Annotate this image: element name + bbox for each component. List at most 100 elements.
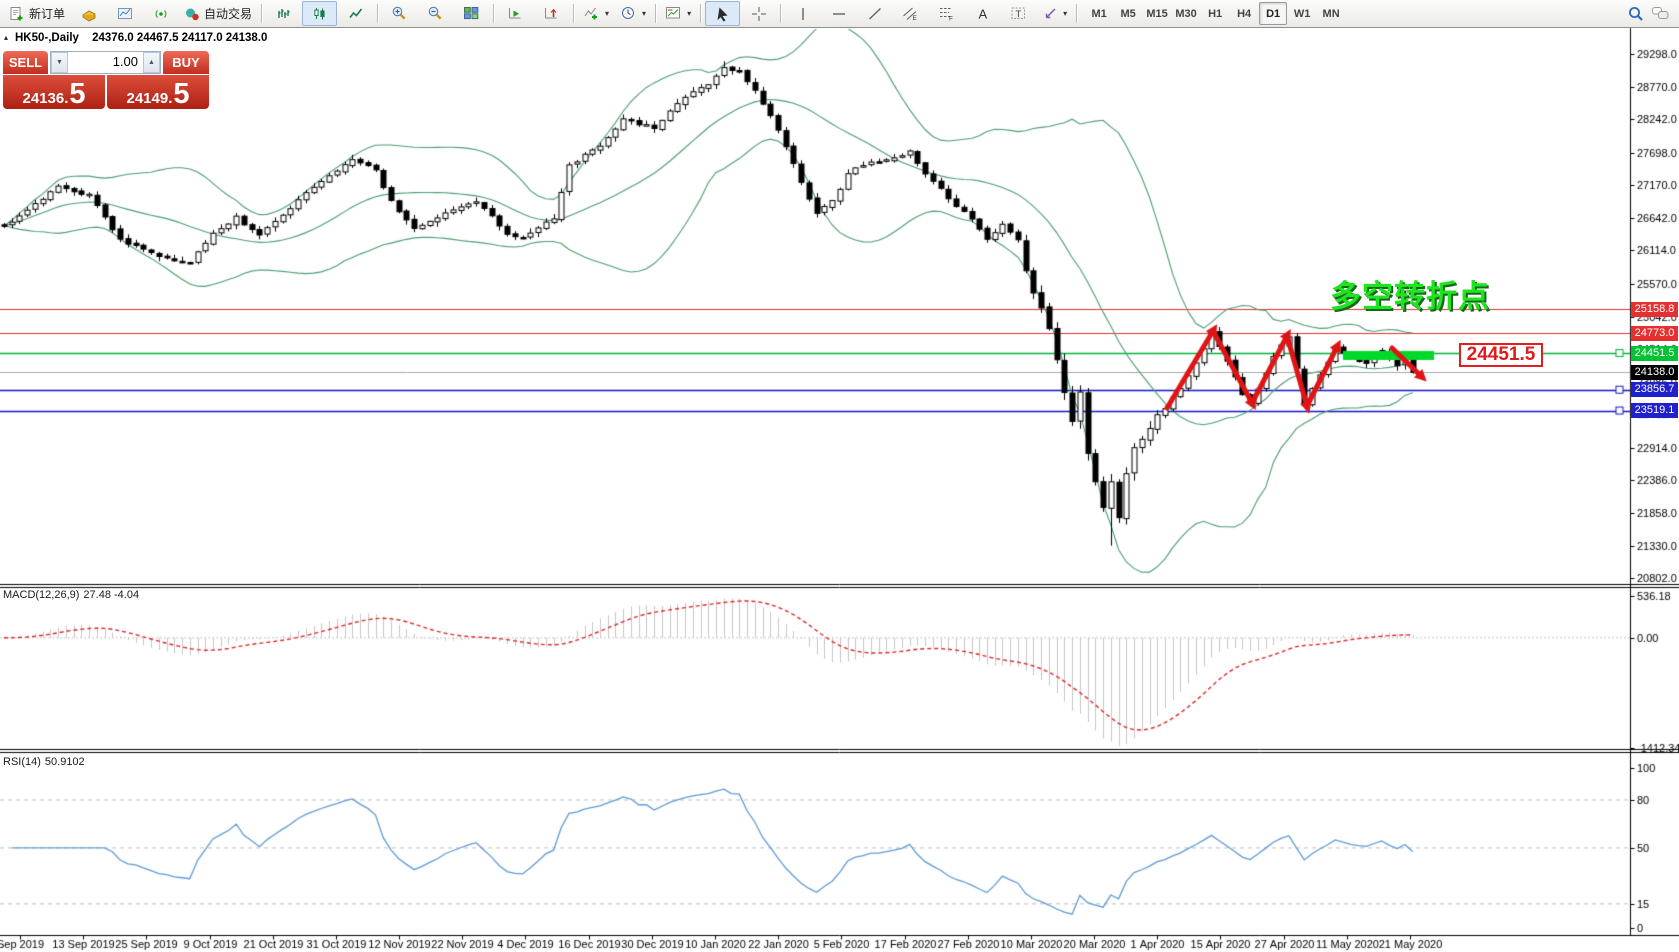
macd-current-values: 27.48 -4.04 xyxy=(83,589,140,601)
toolbar-separator xyxy=(655,4,657,23)
line-chart-mode-button[interactable] xyxy=(338,1,373,26)
timeframe-m5[interactable]: M5 xyxy=(1120,7,1136,20)
candlestick-icon xyxy=(313,7,325,19)
cursor-tool-button[interactable] xyxy=(705,1,741,26)
timeframe-mn[interactable]: MN xyxy=(1322,7,1340,20)
channel-tool-button[interactable]: E xyxy=(893,1,928,26)
new-order-icon xyxy=(10,6,23,20)
price-level-chip: 23519.1 xyxy=(1631,403,1678,419)
new-order-button[interactable]: 新订单 xyxy=(4,1,70,26)
rsi-name: RSI(14) xyxy=(3,756,41,768)
dropdown-caret-icon: ▾ xyxy=(1063,9,1068,18)
sell-price-main: 24136. xyxy=(22,90,69,107)
text-a-icon: A xyxy=(978,6,987,21)
auto-scroll-button[interactable] xyxy=(498,1,533,26)
shapes-tool-button[interactable]: ▾ xyxy=(1037,1,1072,26)
chart-shift-icon xyxy=(545,8,557,19)
chart-title: HK50-,Daily 24376.0 24467.5 24117.0 2413… xyxy=(15,32,267,44)
timeframe-m30[interactable]: M30 xyxy=(1175,7,1197,20)
price-level-chip: 24451.5 xyxy=(1631,345,1678,361)
sell-button[interactable]: SELL xyxy=(3,51,48,74)
timeframe-h1[interactable]: H1 xyxy=(1208,7,1223,20)
chat-icon[interactable] xyxy=(1651,5,1671,22)
signal-icon xyxy=(155,9,166,18)
equidistant-channel-icon: E xyxy=(903,7,918,22)
zoom-out-button[interactable] xyxy=(418,1,453,26)
toolbar-separator xyxy=(573,4,575,23)
buy-button[interactable]: BUY xyxy=(163,51,209,74)
bar-chart-icon xyxy=(277,8,290,18)
timeframe-m1[interactable]: M1 xyxy=(1091,7,1107,20)
svg-text:A: A xyxy=(978,6,987,21)
book-icon xyxy=(81,9,96,22)
zoom-in-icon xyxy=(392,6,406,20)
text-tool-button[interactable]: A xyxy=(965,1,1000,26)
toolbar-separator xyxy=(700,4,702,23)
timeframe-h4[interactable]: H4 xyxy=(1237,7,1252,20)
buy-price-main: 24149. xyxy=(126,90,173,107)
vertical-line-icon xyxy=(801,7,804,20)
timeframe-group: M1 M5 M15 M30 H1 H4 D1 W1 MN xyxy=(1085,2,1345,25)
svg-text:E: E xyxy=(913,15,918,22)
toolbar-separator xyxy=(261,4,263,23)
auto-trading-label: 自动交易 xyxy=(204,7,253,21)
rsi-current-value: 50.9102 xyxy=(44,756,85,768)
horizontal-line-tool-button[interactable] xyxy=(821,1,856,26)
buy-price-big-digit: 5 xyxy=(173,78,190,110)
line-chart-icon xyxy=(348,8,362,18)
svg-text:T: T xyxy=(1016,9,1022,20)
zoom-in-button[interactable] xyxy=(382,1,417,26)
crosshair-tool-button[interactable] xyxy=(741,1,776,26)
signal-button[interactable] xyxy=(143,1,178,26)
symbol-period-label: HK50-,Daily xyxy=(15,32,79,44)
auto-trading-button[interactable]: 自动交易 xyxy=(179,1,257,26)
price-level-chip: 25158.8 xyxy=(1631,301,1678,317)
timeframe-m15[interactable]: M15 xyxy=(1146,7,1168,20)
price-level-chip: 23856.7 xyxy=(1631,382,1678,398)
collapse-triangle-icon[interactable]: ▴ xyxy=(4,33,9,42)
toolbar-right-group xyxy=(1627,5,1675,23)
sell-price-big-digit: 5 xyxy=(69,78,86,110)
one-click-trading-panel: SELL ▼ 1.00 ▲ BUY 24136. 5 24149. 5 xyxy=(3,51,209,109)
timeframe-w1[interactable]: W1 xyxy=(1293,7,1311,20)
label-tool-button[interactable]: T xyxy=(1001,1,1036,26)
sell-price-display[interactable]: 24136. 5 xyxy=(3,75,105,109)
text-label-icon: T xyxy=(1011,7,1026,20)
horizontal-line-icon xyxy=(832,12,845,15)
templates-button[interactable]: ▾ xyxy=(660,1,696,26)
zoom-out-icon xyxy=(428,6,442,20)
chart-window-icon xyxy=(117,7,132,19)
volume-decrease-button[interactable]: ▼ xyxy=(51,52,68,73)
arrows-shape-icon xyxy=(1045,8,1056,18)
buy-price-display[interactable]: 24149. 5 xyxy=(107,75,209,109)
svg-text:F: F xyxy=(949,16,953,23)
trendline-tool-button[interactable] xyxy=(857,1,892,26)
new-order-label: 新订单 xyxy=(29,7,66,21)
toolbar-separator xyxy=(377,4,379,23)
fibonacci-icon: F xyxy=(940,8,953,23)
volume-increase-button[interactable]: ▲ xyxy=(143,52,160,73)
template-icon xyxy=(666,7,681,19)
indicators-button[interactable]: ▾ xyxy=(578,1,614,26)
chart-shift-button[interactable] xyxy=(534,1,569,26)
market-book-button[interactable] xyxy=(71,1,106,26)
macd-indicator-label: MACD(12,26,9) 27.48 -4.04 xyxy=(3,589,143,601)
timeframe-d1[interactable]: D1 xyxy=(1259,2,1288,25)
ohlc-values-label: 24376.0 24467.5 24117.0 24138.0 xyxy=(92,32,268,44)
turning-point-annotation: 多空转折点 xyxy=(1330,279,1490,314)
chart-profile-button[interactable] xyxy=(107,1,142,26)
candlestick-mode-button[interactable] xyxy=(302,1,338,26)
volume-stepper: ▼ 1.00 ▲ xyxy=(50,51,161,74)
tile-windows-button[interactable] xyxy=(454,1,489,26)
dropdown-caret-icon: ▾ xyxy=(642,9,647,18)
dropdown-caret-icon: ▾ xyxy=(605,9,610,18)
fibonacci-tool-button[interactable]: F xyxy=(929,1,964,26)
volume-value[interactable]: 1.00 xyxy=(112,54,138,69)
periods-button[interactable]: ▾ xyxy=(615,1,651,26)
vertical-line-tool-button[interactable] xyxy=(785,1,820,26)
price-level-chip: 24773.0 xyxy=(1631,325,1678,341)
bar-chart-mode-button[interactable] xyxy=(266,1,301,26)
tile-windows-icon xyxy=(464,7,479,20)
search-icon[interactable] xyxy=(1627,5,1645,23)
